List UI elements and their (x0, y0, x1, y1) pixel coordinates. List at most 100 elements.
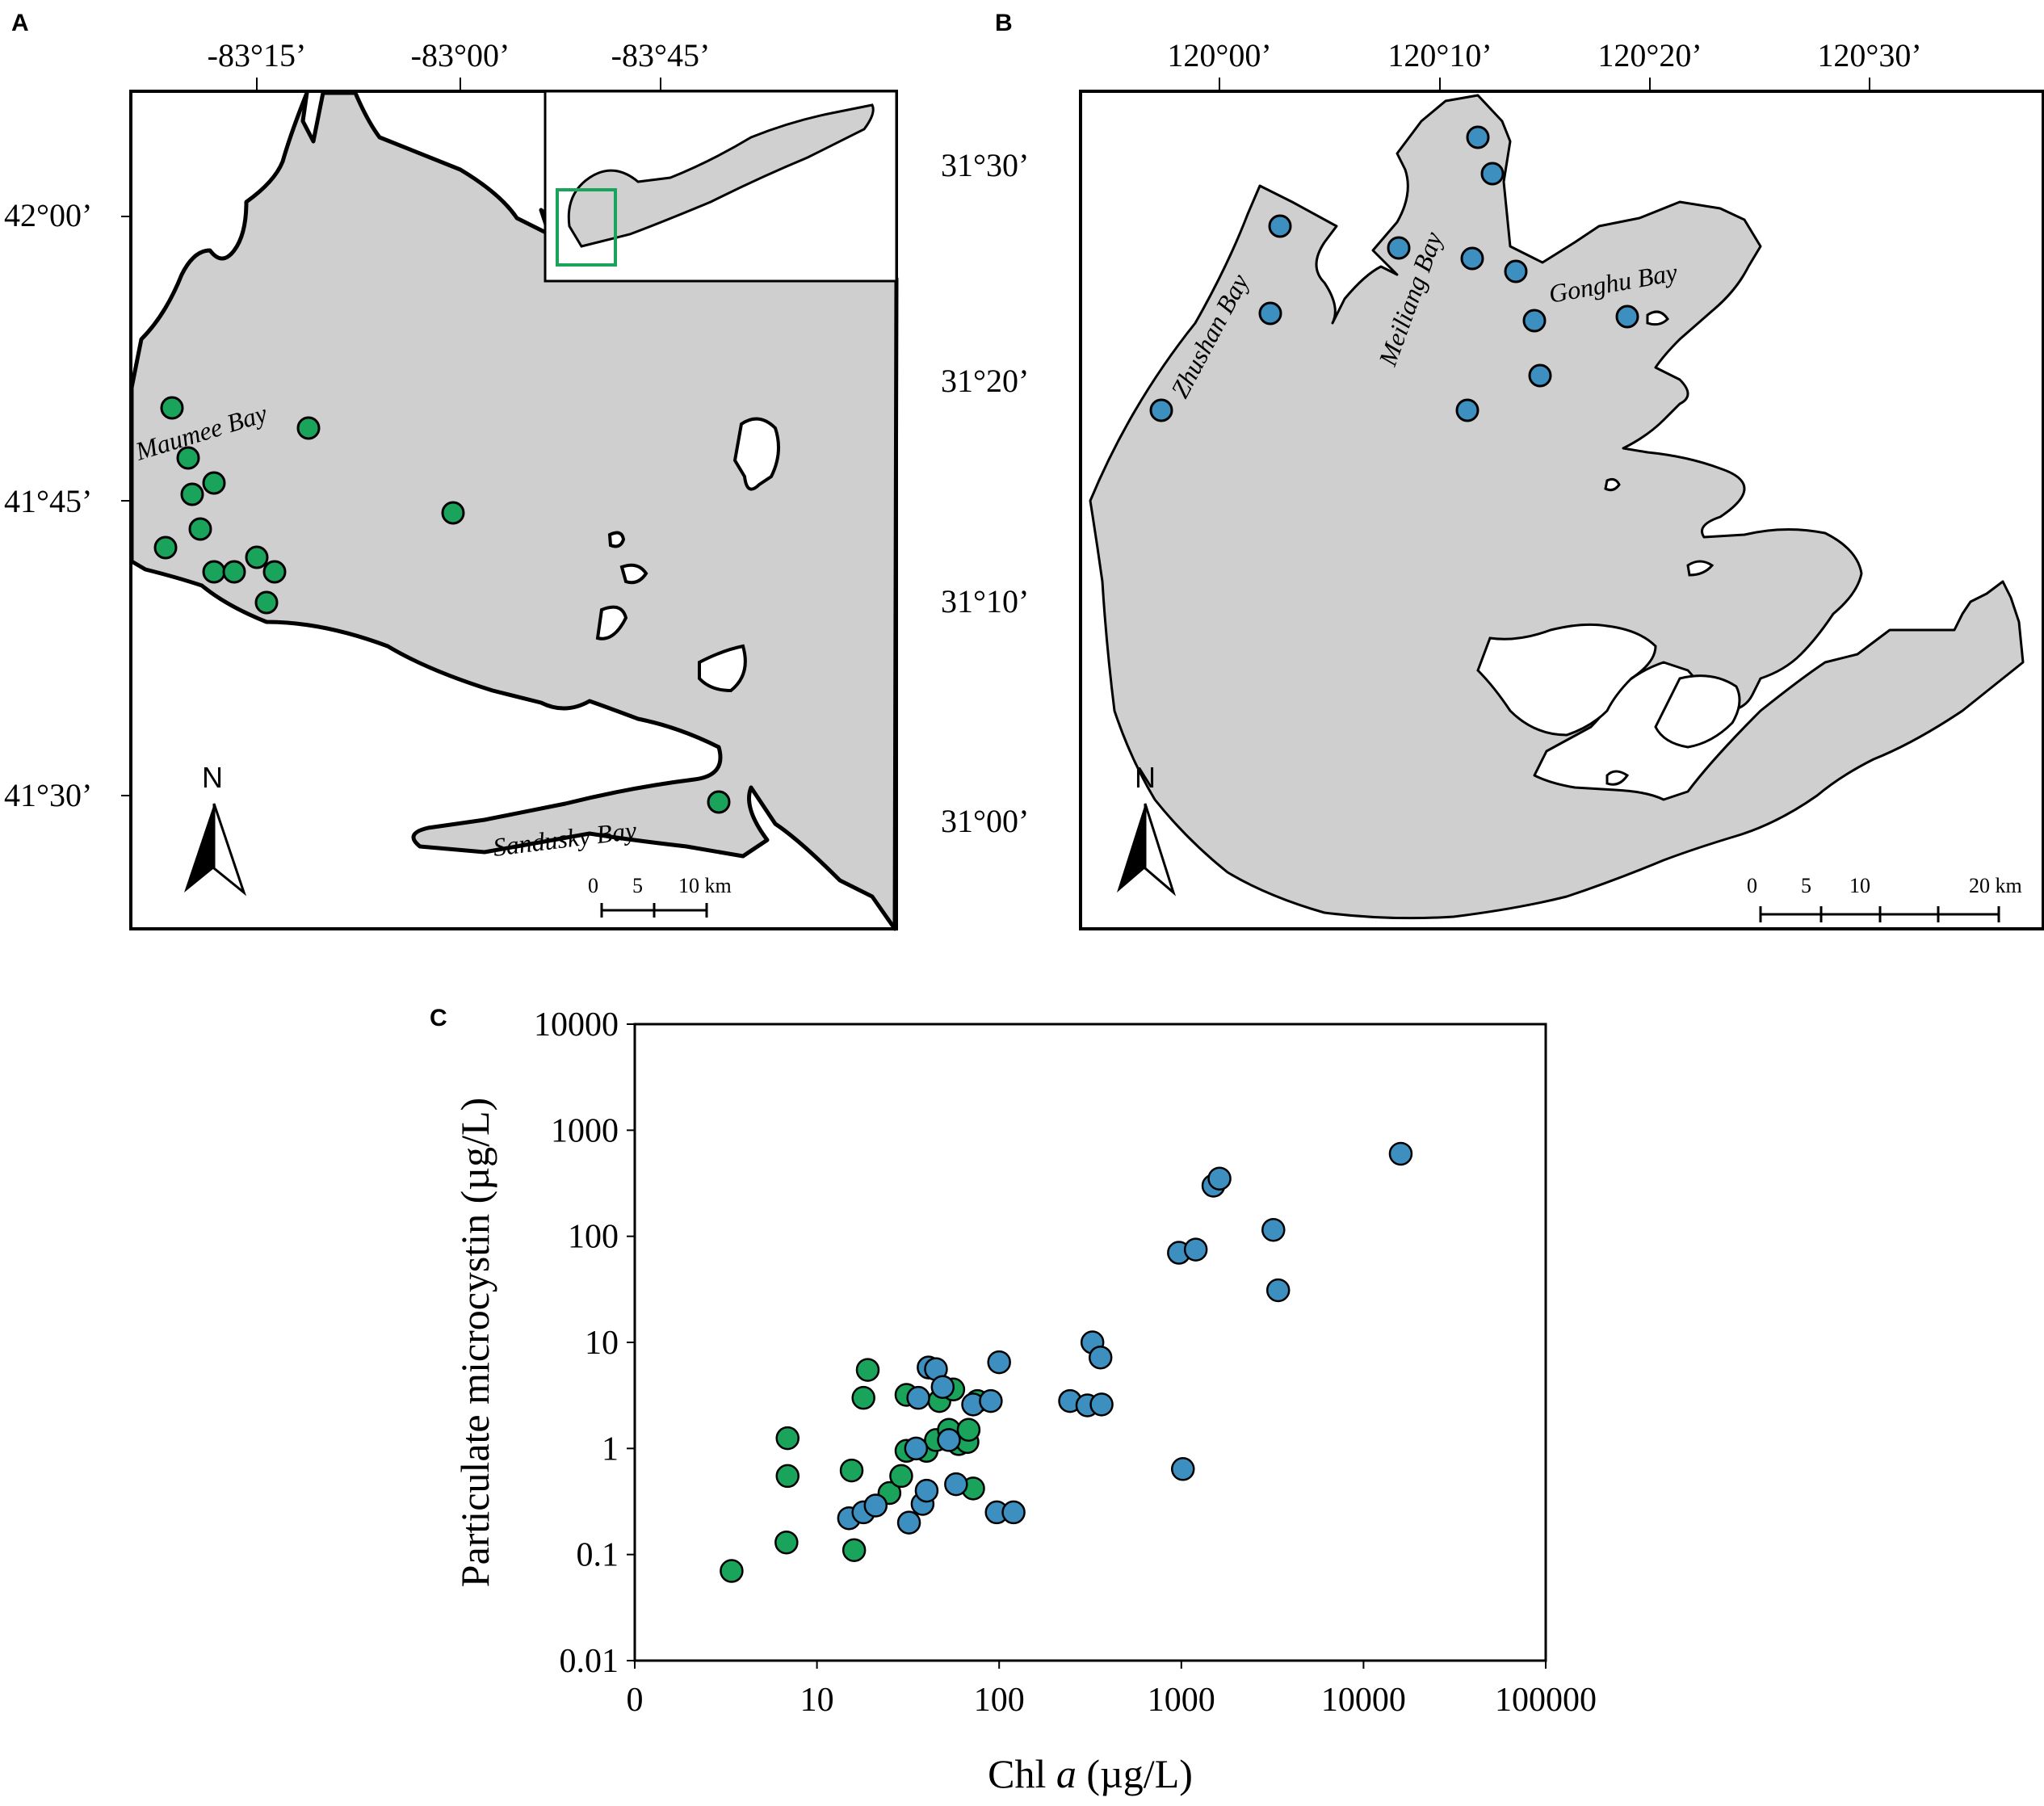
panel-a-scale-bar: 0 5 10 km (588, 874, 732, 918)
lake-taihu-data-point (863, 1493, 888, 1518)
y-tick-label: 100 (568, 1219, 619, 1256)
panel-b-scale-bar: 0 5 10 20 km (1747, 874, 2022, 922)
panel-a-lon-tick-2: -83°00’ (411, 37, 510, 74)
panel-b-north-arrow-icon (1117, 803, 1177, 897)
scale-tick: 0 (588, 874, 598, 897)
y-tick-label: 10000 (534, 1006, 619, 1044)
sampling-site-marker (1522, 309, 1547, 333)
panel-b-lon-tick-1: 120°00’ (1167, 37, 1271, 74)
sampling-site-marker (254, 590, 279, 615)
sampling-site-marker (262, 560, 287, 584)
sampling-site-marker (1258, 301, 1282, 326)
sampling-site-marker (1455, 398, 1479, 422)
lake-erie-data-point (842, 1538, 867, 1562)
island (732, 417, 780, 491)
sampling-site-marker (245, 545, 269, 569)
y-axis-title: Particulate microcystin (µg/L) (452, 1098, 497, 1587)
panel-a-north-label: N (202, 761, 223, 794)
x-axis-title-italic: a (1056, 1751, 1077, 1796)
island (1604, 477, 1621, 492)
panel-a-label: A (11, 10, 29, 36)
lake-taihu-data-point (1265, 1278, 1291, 1303)
scale-tick: 10 km (678, 874, 732, 897)
island (595, 605, 628, 640)
x-axis: 0 10 100 1000 10000 100000 (627, 1661, 1597, 1719)
panel-a-frame (129, 90, 898, 930)
sampling-site-marker (180, 482, 204, 506)
lake-taihu-data-point (1207, 1166, 1232, 1191)
x-tick-label: 10000 (1321, 1682, 1406, 1719)
panel-b-frame (1079, 90, 2044, 930)
panel-a-inset-map (544, 90, 898, 283)
lake-erie-data-point (839, 1458, 864, 1483)
scale-tick: 20 km (1969, 874, 2022, 897)
x-tick-label: 0 (627, 1682, 644, 1719)
panel-a-lon-tick-1: -83°15’ (208, 37, 307, 74)
panel-a-lat-tick-1: 42°00’ (4, 197, 92, 233)
lake-taihu-data-point (1088, 1345, 1113, 1370)
sampling-site-marker (153, 536, 178, 560)
lake-taihu-data-point (1388, 1141, 1413, 1166)
sampling-site-marker (1387, 236, 1411, 260)
lake-taihu-data-point (987, 1350, 1011, 1375)
panel-a-lat-tick-3: 41°30’ (4, 777, 92, 813)
panel-b-lat-tick-2: 31°20’ (941, 363, 1029, 399)
sampling-site-marker (160, 396, 184, 420)
lake-taihu-data-point (1001, 1500, 1026, 1525)
panel-b-lon-tick-2: 120°10’ (1387, 37, 1492, 74)
panel-a: A -83°15’ -83°00’ -83°45’ 42°00’ 41°45’ … (4, 10, 899, 931)
lake-taihu-data-point (1170, 1457, 1195, 1481)
panel-b: B 120°00’ 120°10’ 120°20’ 120°30’ 31°30’… (941, 10, 2044, 930)
panel-b-lat-tick-1: 31°30’ (941, 147, 1029, 183)
panel-a-lat-tick-2: 41°45’ (4, 483, 92, 519)
panel-c: C 0 10 100 1000 10000 100000 0.01 0.1 1 10 100 100… (430, 1005, 1597, 1796)
island (1646, 310, 1669, 326)
lake-taihu-data-point (930, 1375, 955, 1399)
sampling-site-marker (1480, 162, 1505, 186)
lake-erie-data-point (956, 1418, 981, 1442)
panel-b-label: B (995, 10, 1013, 36)
x-tick-label: 1000 (1148, 1682, 1215, 1719)
lake-taihu (1089, 94, 2025, 920)
island (1654, 674, 1741, 749)
lake-erie-data-point (855, 1358, 880, 1382)
sampling-site-marker (1149, 398, 1173, 422)
lake-taihu-data-point (1261, 1217, 1286, 1242)
x-axis-title-suffix: (µg/L) (1077, 1751, 1193, 1796)
sampling-site-marker (707, 790, 731, 814)
island-xishan (1476, 623, 1657, 737)
x-axis-title: Chl a (µg/L) (988, 1751, 1193, 1796)
sampling-site-marker (1504, 259, 1528, 284)
lake-taihu-data-point (944, 1472, 968, 1497)
y-tick-label: 0.1 (577, 1537, 619, 1574)
panel-b-north-label: N (1135, 761, 1156, 794)
island (698, 644, 747, 693)
sampling-site-marker (1460, 246, 1484, 271)
sampling-site-marker (441, 501, 465, 525)
lake-taihu-data-point (906, 1385, 930, 1410)
y-axis: 0.01 0.1 1 10 100 1000 10000 (534, 1006, 635, 1680)
x-tick-label: 100 (974, 1682, 1025, 1719)
sampling-site-marker (1268, 214, 1292, 238)
y-tick-label: 0.01 (560, 1643, 619, 1680)
lake-taihu-data-point (1089, 1392, 1114, 1417)
island (1605, 770, 1630, 786)
sampling-site-marker (1466, 125, 1490, 149)
sampling-site-marker (188, 517, 212, 541)
y-tick-label: 1000 (551, 1112, 619, 1149)
island (607, 531, 626, 548)
scale-tick: 5 (632, 874, 643, 897)
lake-taihu-data-point (914, 1478, 939, 1503)
panel-b-lat-tick-4: 31°00’ (941, 803, 1029, 839)
lake-erie-data-point (720, 1559, 744, 1583)
lake-erie-data-point (775, 1464, 800, 1489)
y-tick-label: 10 (585, 1325, 619, 1362)
chart-points (720, 1141, 1413, 1583)
panel-b-lon-tick-3: 120°20’ (1597, 37, 1702, 74)
sampling-site-marker (202, 471, 226, 495)
panel-a-sampling-sites (153, 396, 731, 814)
sampling-site-marker (202, 560, 226, 584)
scale-tick: 10 (1849, 874, 1870, 897)
sampling-site-marker (296, 416, 321, 440)
